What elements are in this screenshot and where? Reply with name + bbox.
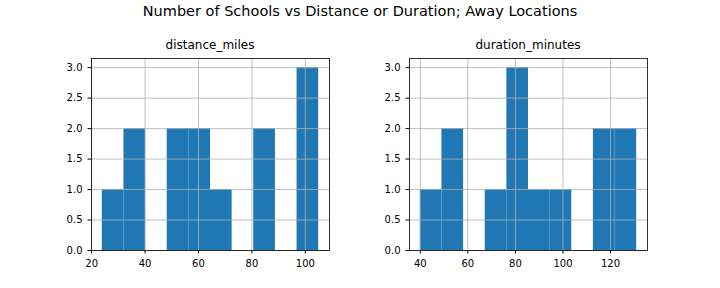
svg-text:80: 80 bbox=[246, 258, 259, 269]
svg-text:100: 100 bbox=[296, 258, 315, 269]
svg-text:60: 60 bbox=[192, 258, 205, 269]
svg-text:1.0: 1.0 bbox=[385, 184, 401, 195]
svg-text:40: 40 bbox=[139, 258, 152, 269]
html-text:duration_minutes: duration_minutes bbox=[475, 38, 581, 52]
html-text:distance_miles: distance_miles bbox=[165, 38, 255, 52]
svg-text:20: 20 bbox=[85, 258, 98, 269]
svg-text:2.0: 2.0 bbox=[385, 123, 401, 134]
svg-text:40: 40 bbox=[414, 258, 427, 269]
svg-text:3.0: 3.0 bbox=[385, 62, 401, 73]
svg-text:2.5: 2.5 bbox=[385, 92, 401, 103]
svg-text:100: 100 bbox=[553, 258, 572, 269]
svg-text:1.5: 1.5 bbox=[385, 153, 401, 164]
html-text:Number of Schools vs Distance: Number of Schools vs Distance or Duratio… bbox=[142, 3, 578, 19]
svg-text:0.0: 0.0 bbox=[385, 245, 401, 256]
svg-text:0.5: 0.5 bbox=[385, 214, 401, 225]
svg-text:120: 120 bbox=[601, 258, 620, 269]
svg-text:2.0: 2.0 bbox=[67, 123, 83, 134]
svg-text:80: 80 bbox=[509, 258, 522, 269]
svg-text:0.5: 0.5 bbox=[67, 214, 83, 225]
svg-text:0.0: 0.0 bbox=[67, 245, 83, 256]
svg-text:1.0: 1.0 bbox=[67, 184, 83, 195]
svg-text:2.5: 2.5 bbox=[67, 92, 83, 103]
svg-text:3.0: 3.0 bbox=[67, 62, 83, 73]
svg-text:60: 60 bbox=[462, 258, 475, 269]
svg-text:1.5: 1.5 bbox=[67, 153, 83, 164]
